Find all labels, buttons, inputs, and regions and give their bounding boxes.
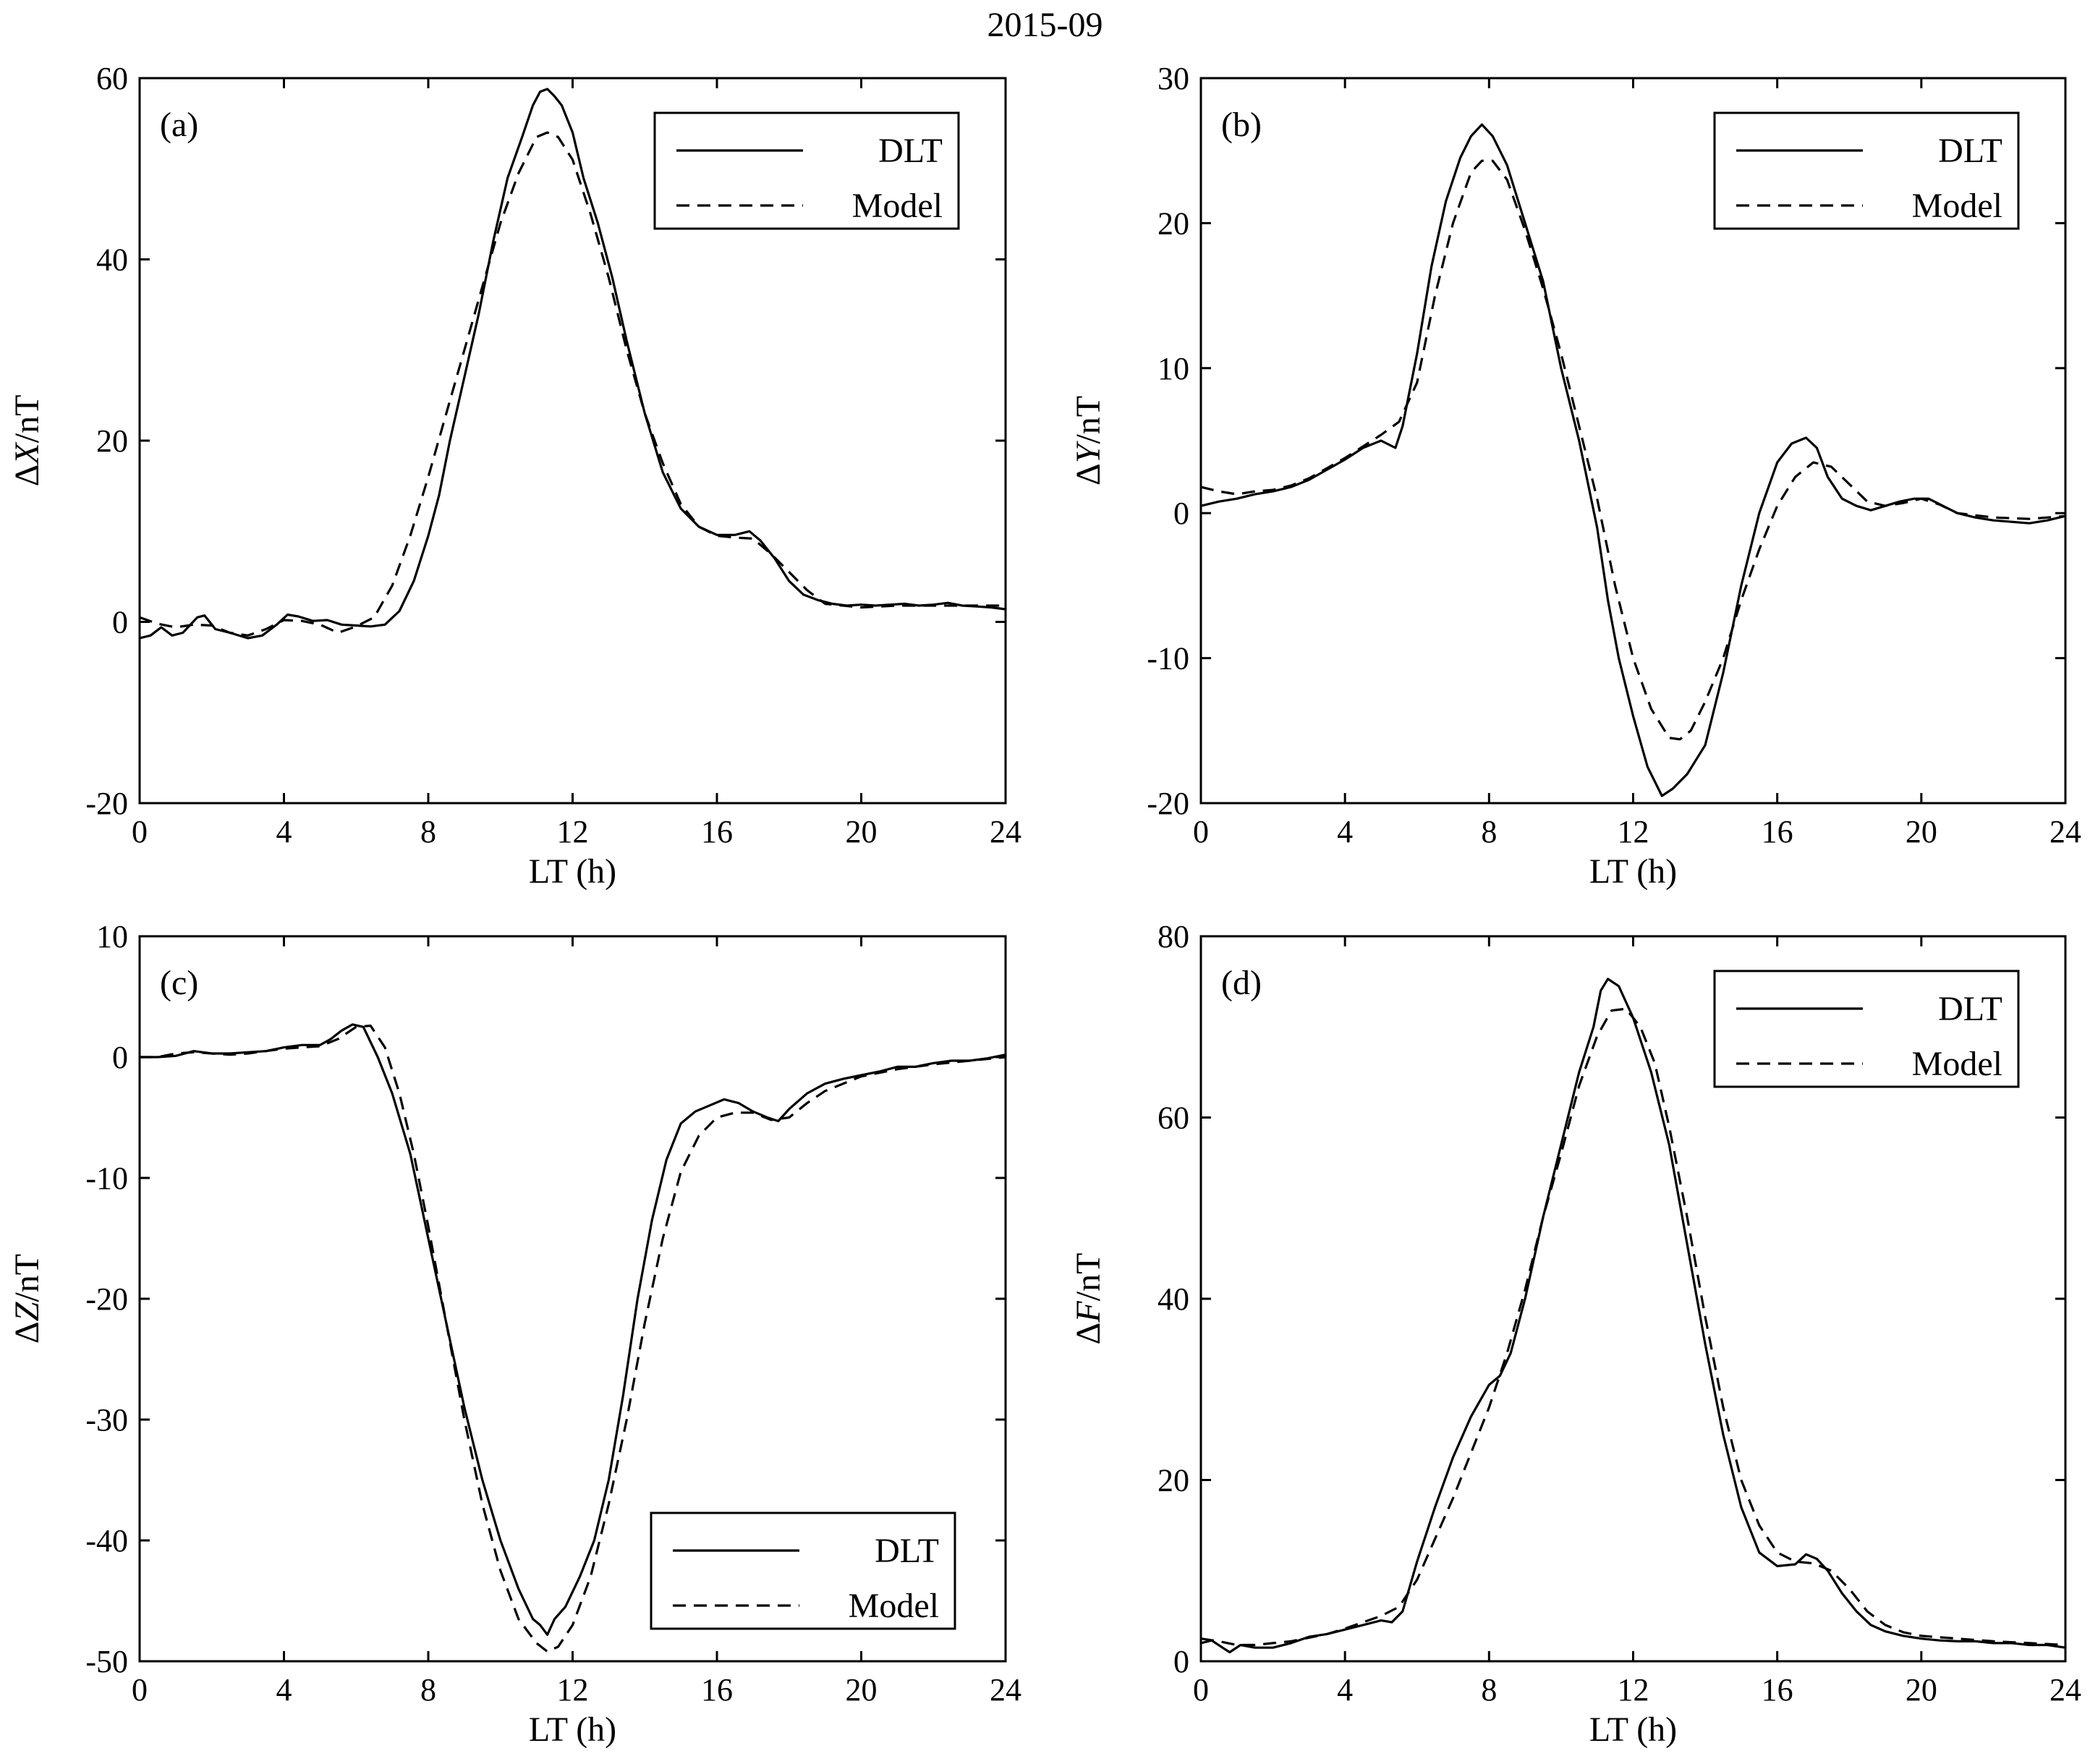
y-tick-label: -20: [1147, 786, 1189, 821]
legend-label: Model: [849, 1587, 939, 1625]
x-tick-label: 12: [1618, 1672, 1649, 1708]
x-tick-label: 16: [701, 814, 733, 849]
x-tick-label: 20: [1906, 814, 1937, 849]
x-tick-label: 20: [846, 1672, 878, 1708]
y-axis-label-unit: /nT: [1069, 1253, 1108, 1302]
legend-box: [650, 1511, 956, 1630]
x-tick-label: 16: [1762, 814, 1793, 849]
legend-box: [653, 111, 960, 230]
x-tick-label: 8: [1481, 814, 1497, 849]
y-tick-label: 20: [1157, 205, 1189, 241]
x-axis-label: LT (h): [1589, 852, 1677, 891]
x-tick-label: 20: [846, 814, 878, 849]
y-tick-label: 60: [96, 61, 128, 96]
x-tick-label: 0: [132, 814, 148, 849]
y-tick-label: 0: [1173, 496, 1189, 531]
chart-panel: 0 4 8 12 16 20 24 -20 -10 0 10 20 30 LT (h) ΔY/nT (b) DL…: [1069, 61, 2081, 891]
y-tick-label: -20: [85, 1281, 128, 1317]
y-tick-label: 0: [112, 1040, 128, 1075]
y-tick-label: 30: [1157, 61, 1189, 96]
x-tick-label: 4: [276, 814, 292, 849]
chart-panel: 0 4 8 12 16 20 24 0 20 40 60 80 LT (h) ΔF/nT (d) DLT Mod…: [1069, 919, 2081, 1749]
x-tick-label: 24: [2049, 1672, 2081, 1708]
y-tick-label: 20: [96, 423, 128, 459]
y-tick-label: -20: [85, 786, 128, 821]
legend-label: DLT: [875, 1532, 939, 1570]
y-tick-label: -10: [85, 1161, 128, 1196]
panel-label: (b): [1221, 106, 1262, 144]
x-tick-label: 8: [420, 814, 436, 849]
x-tick-label: 24: [990, 1672, 1021, 1708]
y-axis-label: ΔY/nT: [1069, 396, 1108, 485]
chart-panel: 0 4 8 12 16 20 24 -50 -40 -30 -20 -10 0 10 LT (h) ΔZ/nT…: [8, 919, 1021, 1749]
series-line-model: [139, 131, 1006, 637]
figure-title: 2015-09: [987, 6, 1103, 44]
y-tick-label: 0: [1173, 1644, 1189, 1679]
legend-label: Model: [1912, 187, 2002, 225]
y-axis-label-variable: Y: [1069, 441, 1108, 463]
y-tick-label: -10: [1147, 641, 1189, 677]
y-axis-label-prefix: Δ: [8, 465, 46, 487]
x-tick-label: 0: [132, 1672, 148, 1708]
legend-label: DLT: [878, 132, 943, 170]
x-tick-label: 16: [701, 1672, 733, 1708]
x-tick-label: 8: [420, 1672, 436, 1708]
y-axis-label-unit: /nT: [8, 395, 46, 444]
y-axis-label: ΔF/nT: [1069, 1253, 1108, 1345]
y-axis-label-variable: Z: [8, 1301, 46, 1321]
y-tick-label: 80: [1157, 919, 1189, 954]
x-axis-label: LT (h): [1589, 1710, 1677, 1749]
x-tick-label: 12: [557, 814, 589, 849]
x-tick-label: 4: [1337, 1672, 1353, 1708]
legend-box: [1713, 970, 2020, 1088]
x-tick-label: 16: [1762, 1672, 1793, 1708]
panel-label: (a): [160, 106, 198, 144]
x-tick-label: 8: [1481, 1672, 1497, 1708]
y-tick-label: 40: [1157, 1281, 1189, 1317]
y-tick-label: 20: [1157, 1463, 1189, 1498]
y-axis-label-prefix: Δ: [1069, 1323, 1108, 1345]
y-tick-label: -30: [85, 1402, 128, 1438]
series-line-dlt: [138, 1023, 1007, 1636]
legend-label: DLT: [1938, 132, 2002, 170]
y-axis-label-unit: /nT: [8, 1254, 46, 1302]
y-tick-label: 10: [96, 919, 128, 954]
series-line-model: [1200, 159, 2066, 741]
y-axis-label-unit: /nT: [1069, 396, 1108, 444]
y-axis-label-prefix: Δ: [1069, 463, 1108, 485]
x-axis-label: LT (h): [529, 852, 616, 891]
x-tick-label: 12: [1618, 814, 1649, 849]
x-tick-label: 4: [1337, 814, 1353, 849]
legend-label: Model: [852, 187, 943, 225]
panel-label: (d): [1221, 964, 1262, 1002]
y-axis-label-prefix: Δ: [8, 1321, 46, 1344]
x-tick-label: 12: [557, 1672, 589, 1708]
x-tick-label: 20: [1906, 1672, 1937, 1708]
x-axis-label: LT (h): [529, 1710, 616, 1749]
legend-box: [1713, 111, 2020, 230]
y-tick-label: -50: [85, 1644, 128, 1679]
series-line-model: [1200, 1007, 2066, 1647]
y-tick-label: -40: [85, 1523, 128, 1559]
panel-label: (c): [160, 964, 198, 1002]
x-tick-label: 24: [2049, 814, 2081, 849]
y-axis-label: ΔX/nT: [8, 395, 46, 487]
y-axis-label-variable: F: [1069, 1301, 1108, 1323]
y-tick-label: 0: [112, 605, 128, 640]
x-tick-label: 4: [276, 1672, 292, 1708]
y-tick-label: 40: [96, 242, 128, 278]
y-tick-label: 60: [1157, 1101, 1189, 1136]
y-tick-label: 10: [1157, 351, 1189, 386]
y-axis-label-variable: X: [8, 442, 46, 466]
x-tick-label: 0: [1193, 1672, 1209, 1708]
legend-label: DLT: [1938, 990, 2002, 1028]
x-tick-label: 0: [1193, 814, 1209, 849]
y-axis-label: ΔZ/nT: [8, 1254, 46, 1344]
legend-label: Model: [1912, 1045, 2002, 1083]
x-tick-label: 24: [990, 814, 1021, 849]
series-line-dlt: [1199, 123, 2067, 797]
